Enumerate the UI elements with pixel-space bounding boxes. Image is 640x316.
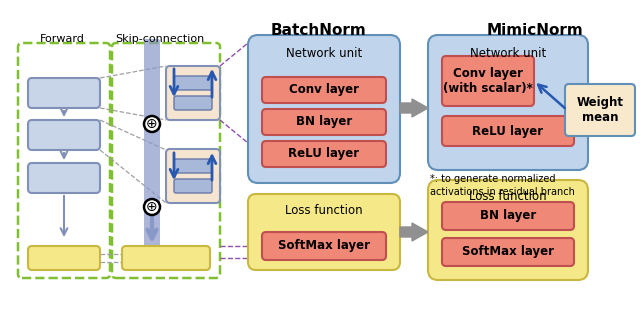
FancyBboxPatch shape [442,238,574,266]
FancyBboxPatch shape [174,76,212,90]
Text: ⊕: ⊕ [146,200,158,214]
Text: BN layer: BN layer [480,210,536,222]
FancyArrow shape [400,99,428,117]
FancyBboxPatch shape [262,109,386,135]
FancyBboxPatch shape [166,66,220,120]
Text: SoftMax layer: SoftMax layer [278,240,370,252]
FancyBboxPatch shape [442,56,534,106]
Text: MimicNorm: MimicNorm [486,23,584,38]
FancyBboxPatch shape [262,141,386,167]
FancyBboxPatch shape [166,149,220,203]
Circle shape [144,199,160,215]
FancyBboxPatch shape [262,77,386,103]
FancyBboxPatch shape [28,78,100,108]
FancyBboxPatch shape [144,39,160,248]
Text: ReLU layer: ReLU layer [472,125,543,137]
Text: BatchNorm: BatchNorm [270,23,366,38]
Text: Network unit: Network unit [470,47,546,60]
FancyBboxPatch shape [442,116,574,146]
Circle shape [144,116,160,132]
Text: *: to generate normalized
activations in residual branch: *: to generate normalized activations in… [430,174,575,197]
FancyBboxPatch shape [28,246,100,270]
FancyArrow shape [400,223,428,241]
Text: Forward: Forward [40,34,84,44]
FancyBboxPatch shape [28,163,100,193]
FancyBboxPatch shape [122,246,210,270]
FancyBboxPatch shape [442,202,574,230]
Text: ⊕: ⊕ [146,117,158,131]
FancyBboxPatch shape [174,159,212,173]
FancyBboxPatch shape [262,232,386,260]
FancyBboxPatch shape [428,35,588,170]
Text: Loss function: Loss function [285,204,363,217]
Text: Weight
mean: Weight mean [577,96,623,124]
FancyBboxPatch shape [28,120,100,150]
Text: Skip-connection: Skip-connection [115,34,205,44]
FancyBboxPatch shape [248,35,400,183]
Text: Network unit: Network unit [286,47,362,60]
FancyBboxPatch shape [174,179,212,193]
Text: Conv layer: Conv layer [289,83,359,96]
FancyBboxPatch shape [428,180,588,280]
Text: Conv layer
(with scalar)*: Conv layer (with scalar)* [443,67,533,95]
FancyBboxPatch shape [565,84,635,136]
Text: SoftMax layer: SoftMax layer [462,246,554,258]
Text: BN layer: BN layer [296,116,352,129]
Text: ReLU layer: ReLU layer [289,148,360,161]
FancyBboxPatch shape [248,194,400,270]
FancyBboxPatch shape [174,96,212,110]
Text: Loss function: Loss function [469,190,547,203]
